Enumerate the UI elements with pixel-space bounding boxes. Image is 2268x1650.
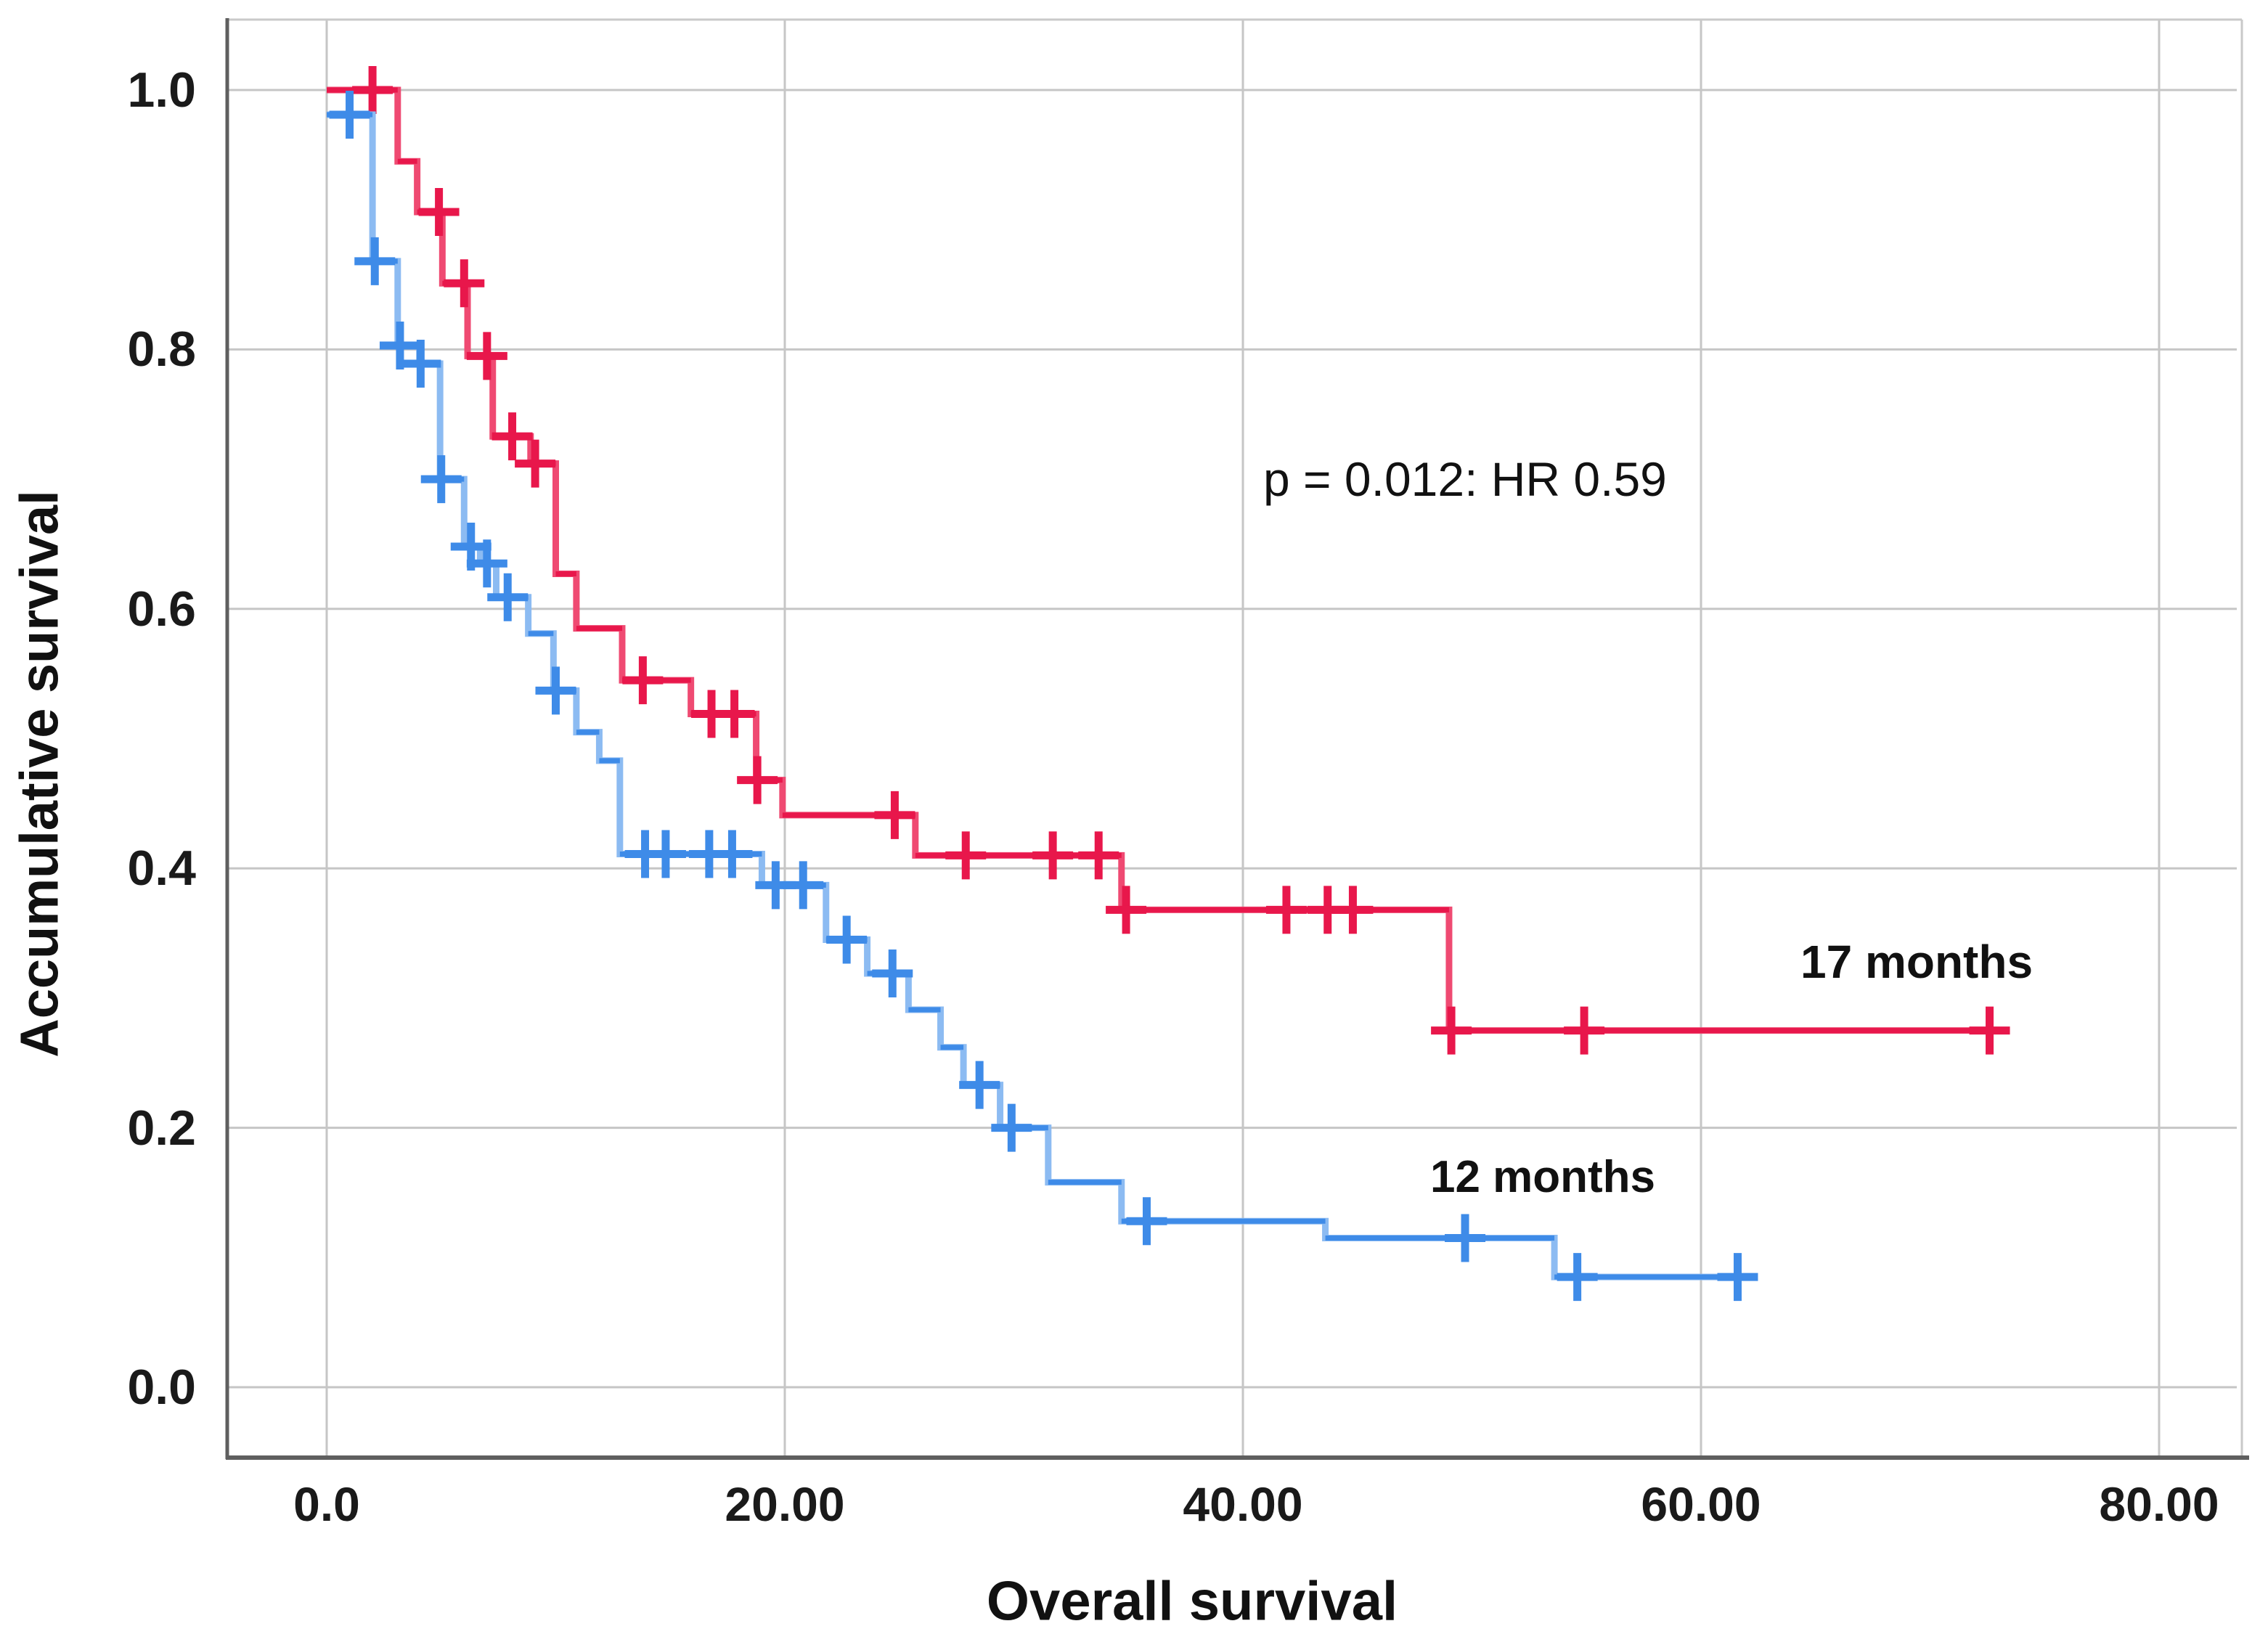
- y-tick-label: 1.0: [127, 62, 196, 118]
- red-curve-verticals: [327, 86, 1994, 1034]
- x-axis-title: Overall survival: [986, 1570, 1398, 1633]
- x-tick-label: 80.00: [2099, 1477, 2219, 1531]
- series-label-12-months: 12 months: [1429, 1152, 1656, 1202]
- y-tick-label: 0.6: [127, 581, 196, 637]
- x-tick-label: 60.00: [1641, 1477, 1761, 1531]
- y-tick-label: 0.0: [127, 1360, 196, 1415]
- y-axis-title: Accumulative survival: [9, 490, 70, 1058]
- red-curve: [327, 87, 1994, 1034]
- p-value-annotation: p = 0.012: HR 0.59: [1263, 452, 1667, 506]
- x-tick-label: 20.00: [725, 1477, 845, 1531]
- y-tick-label: 0.8: [127, 322, 196, 377]
- blue-curve: [327, 112, 1740, 1280]
- blue-curve-verticals: [327, 111, 1740, 1281]
- x-tick-label: 0.0: [293, 1477, 360, 1531]
- y-tick-label: 0.2: [127, 1100, 196, 1156]
- x-tick-label: 40.00: [1183, 1477, 1303, 1531]
- y-tick-label: 0.4: [127, 841, 196, 897]
- series-label-17-months: 17 months: [1800, 936, 2034, 988]
